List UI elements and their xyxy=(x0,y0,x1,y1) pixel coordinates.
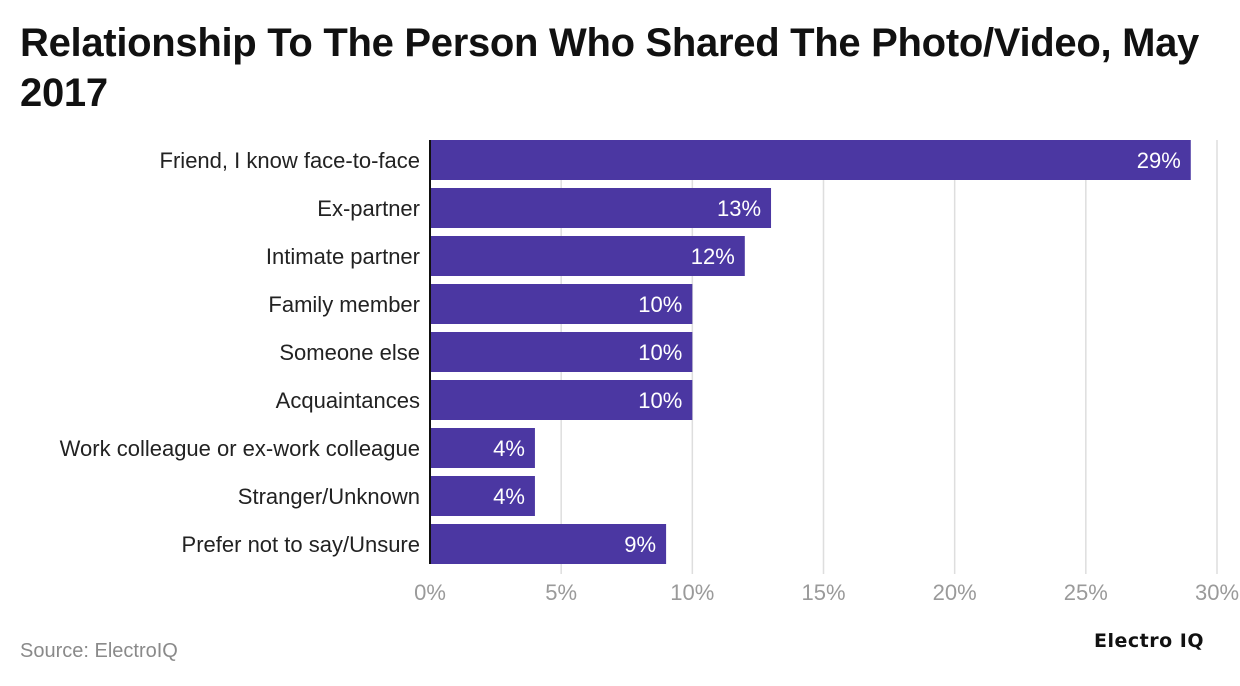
x-tick-label: 30% xyxy=(1195,580,1239,605)
data-label: 10% xyxy=(638,340,682,365)
category-labels: Friend, I know face-to-face Ex-partner Int… xyxy=(60,148,420,557)
data-label: 13% xyxy=(717,196,761,221)
bar xyxy=(430,284,693,324)
x-tick-label: 25% xyxy=(1064,580,1108,605)
bar xyxy=(430,140,1191,180)
chart-title: Relationship To The Person Who Shared Th… xyxy=(20,21,1200,115)
bar xyxy=(430,380,693,420)
data-label: 4% xyxy=(493,436,525,461)
data-label: 10% xyxy=(638,292,682,317)
bar xyxy=(430,476,535,516)
bars: 29% 13% 12% 10% 10% 10% 4% 4% 9% xyxy=(430,140,1191,564)
source-note: Source: ElectroIQ xyxy=(20,640,178,662)
category-label: Stranger/Unknown xyxy=(238,484,420,509)
bar xyxy=(430,236,745,276)
data-label: 10% xyxy=(638,388,682,413)
data-label: 9% xyxy=(624,532,656,557)
category-label: Acquaintances xyxy=(276,388,420,413)
x-tick-label: 15% xyxy=(801,580,845,605)
x-axis-ticks: 0% 5% 10% 15% 20% 25% 30% xyxy=(414,580,1239,605)
category-label: Ex-partner xyxy=(317,196,420,221)
x-tick-label: 10% xyxy=(670,580,714,605)
data-label: 4% xyxy=(493,484,525,509)
data-label: 12% xyxy=(691,244,735,269)
x-tick-label: 0% xyxy=(414,580,446,605)
category-label: Prefer not to say/Unsure xyxy=(182,532,420,557)
bar xyxy=(430,332,693,372)
data-label: 29% xyxy=(1137,148,1181,173)
bar xyxy=(430,188,772,228)
category-label: Friend, I know face-to-face xyxy=(160,148,420,173)
category-label: Work colleague or ex-work colleague xyxy=(60,436,420,461)
category-label: Intimate partner xyxy=(266,244,420,269)
x-tick-label: 5% xyxy=(545,580,577,605)
brand-logo: Electro IQ xyxy=(1094,630,1204,652)
category-label: Someone else xyxy=(279,340,420,365)
x-tick-label: 20% xyxy=(933,580,977,605)
category-label: Family member xyxy=(268,292,420,317)
bar xyxy=(430,524,667,564)
bar xyxy=(430,428,535,468)
